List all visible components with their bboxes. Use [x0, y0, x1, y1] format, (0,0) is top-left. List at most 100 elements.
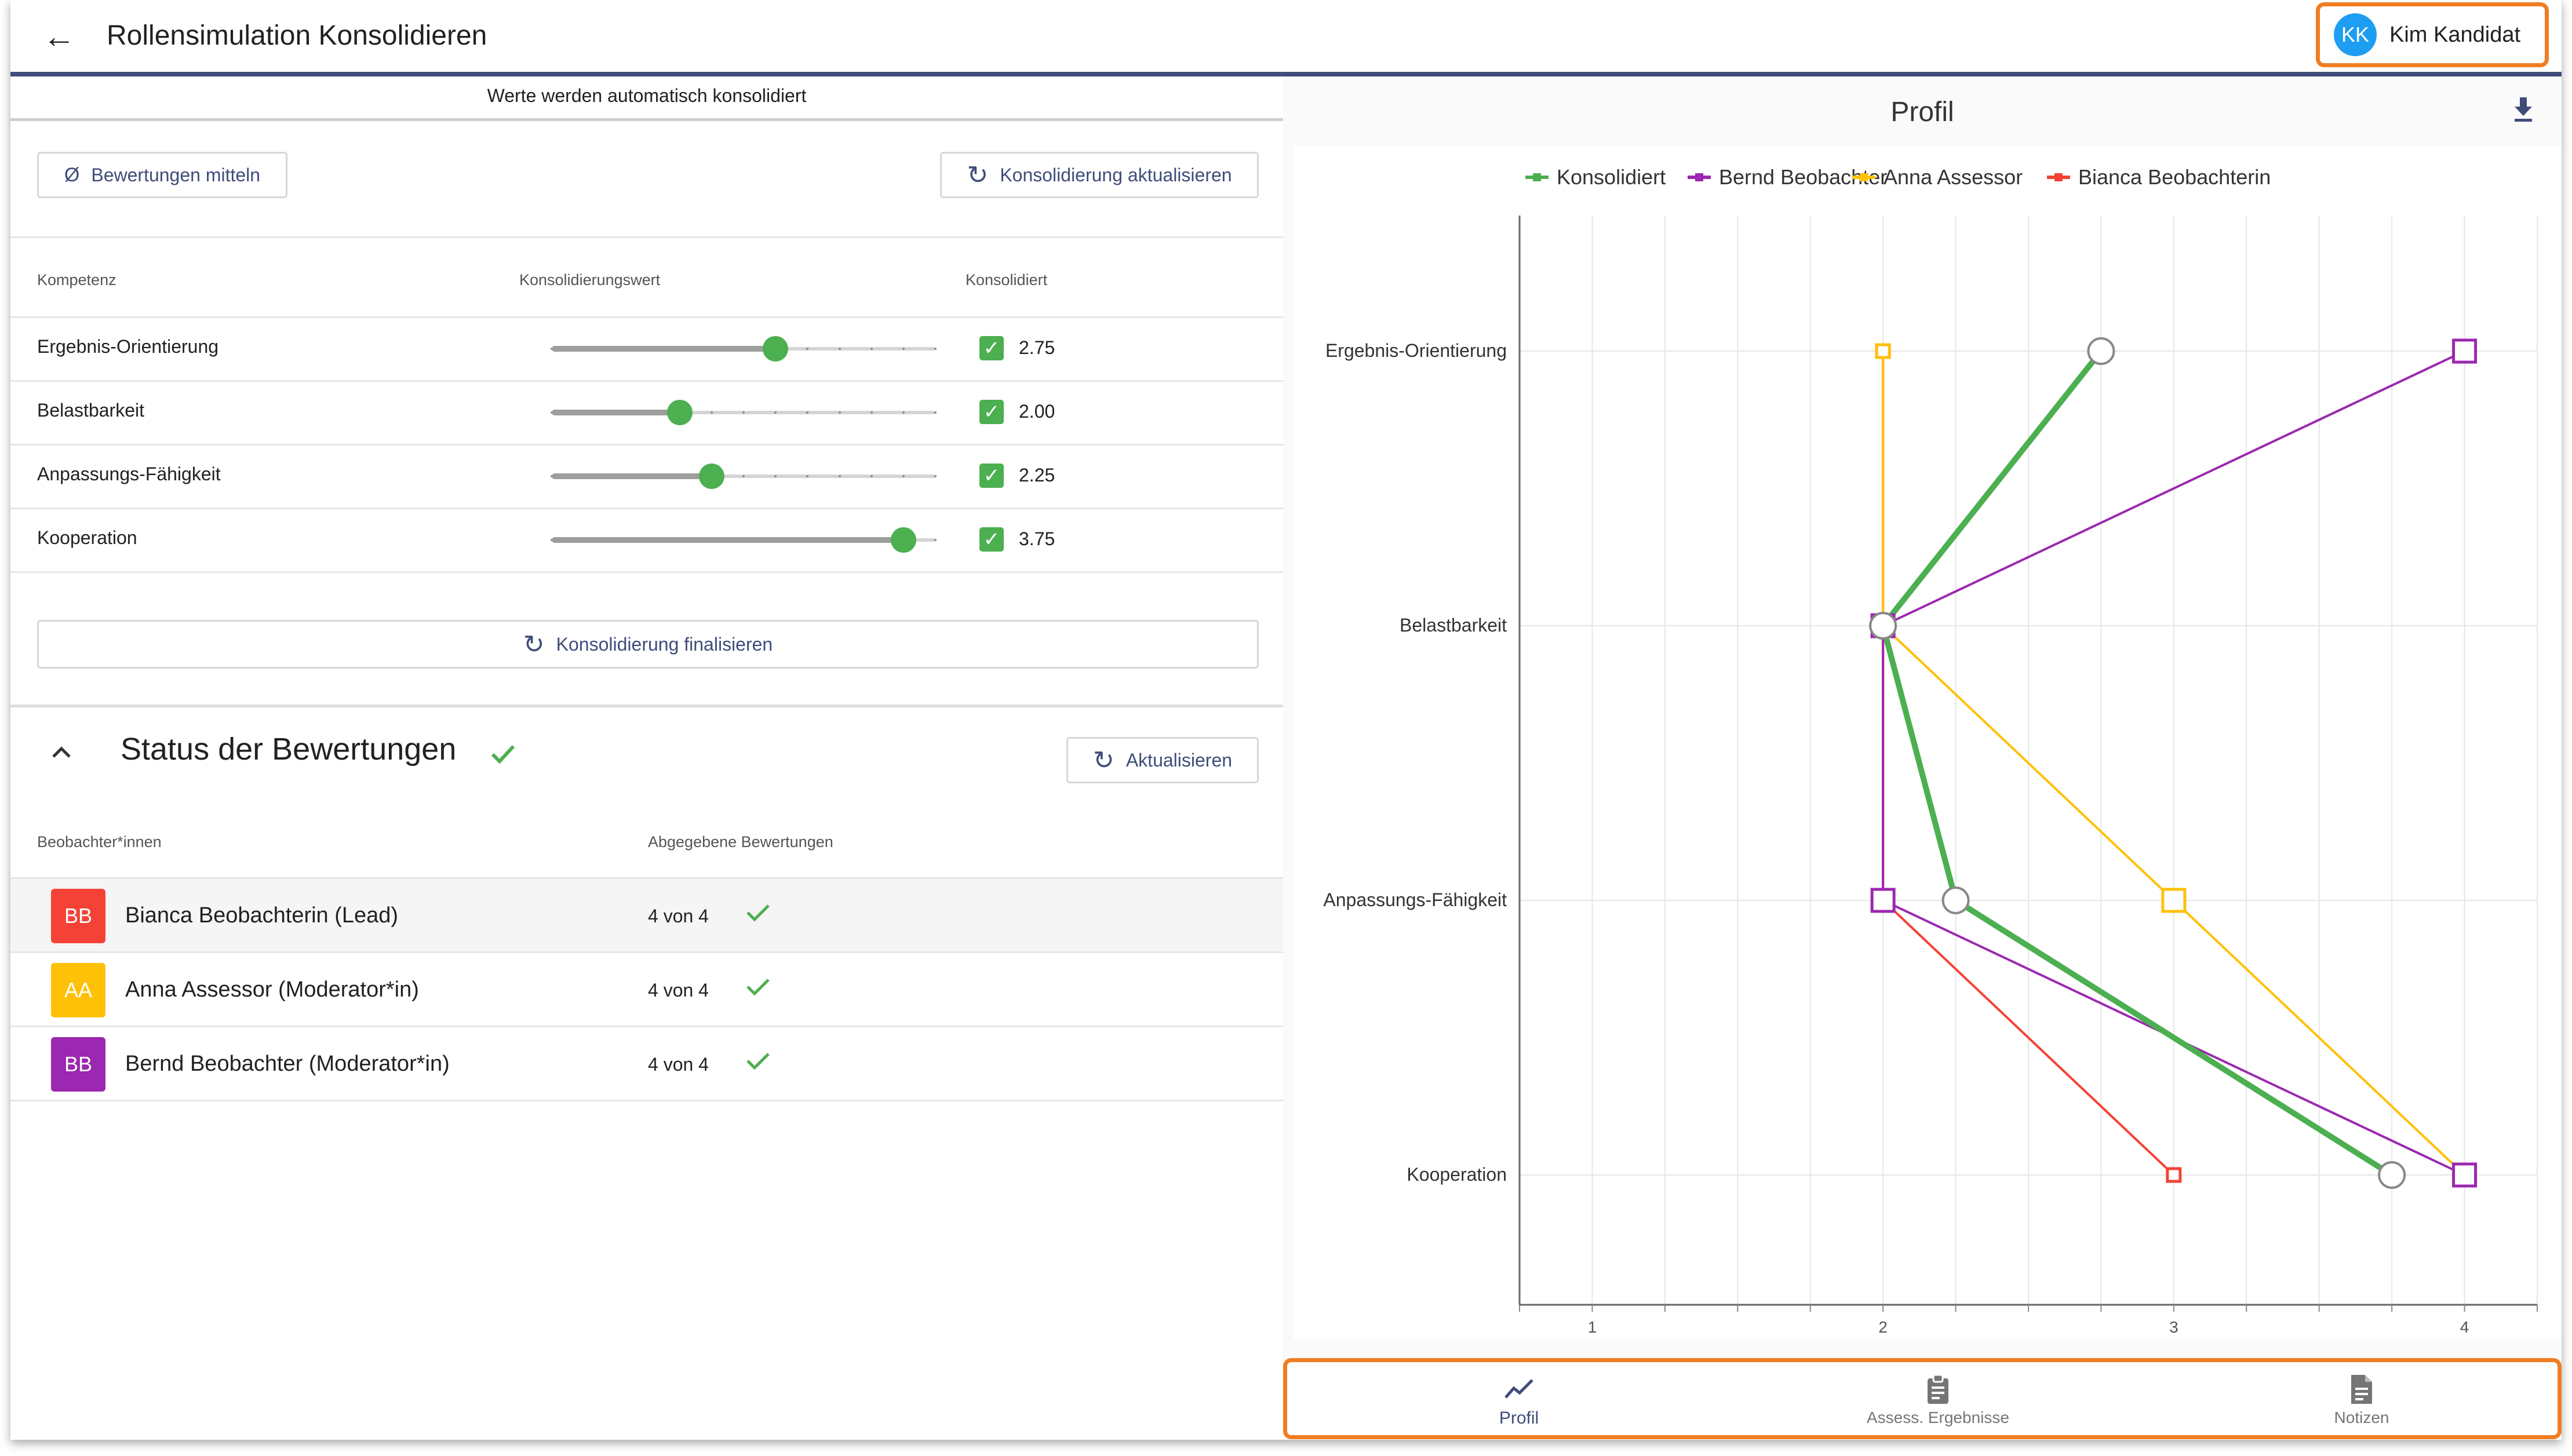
slider-thumb[interactable] [698, 464, 724, 489]
observer-avatar: BB [51, 1037, 105, 1092]
consolidation-slider[interactable] [551, 400, 937, 425]
slider-thumb[interactable] [666, 400, 693, 425]
update-consolidation-label: Konsolidierung aktualisieren [1000, 164, 1232, 185]
x-tick-label: 4 [2460, 1318, 2469, 1336]
slider-tick [838, 475, 841, 477]
x-tick-label: 2 [1878, 1318, 1888, 1336]
y-category-label: Kooperation [1407, 1164, 1507, 1185]
slider-tick [870, 475, 873, 477]
divider [10, 316, 1283, 318]
slider-tick [742, 475, 745, 477]
divider [10, 236, 1283, 238]
legend-label: Bianca Beobachterin [2078, 165, 2271, 189]
profile-chart: 1 2 3 4 Ergebnis-Orientierung Belastbarkeit An… [1323, 165, 2538, 1336]
consolidation-slider[interactable] [551, 464, 937, 489]
observer-avatar: BB [51, 889, 105, 943]
divider [10, 444, 1283, 446]
chevron-up-icon[interactable] [44, 739, 79, 765]
data-point [1869, 612, 1897, 640]
document-icon [2349, 1373, 2374, 1406]
competence-label: Anpassungs-Fähigkeit [37, 464, 221, 484]
user-name: Kim Kandidat [2389, 22, 2521, 47]
legend-marker [1695, 173, 1703, 181]
series-line [1882, 351, 2465, 1176]
update-consolidation-button[interactable]: ↻ Konsolidierung aktualisieren [940, 152, 1259, 198]
column-header-competence: Kompetenz [37, 271, 116, 289]
clipboard-icon [1925, 1373, 1951, 1406]
competence-label: Kooperation [37, 527, 137, 548]
slider-fill [552, 537, 904, 543]
slider-fill [552, 410, 680, 415]
legend-marker [1533, 173, 1541, 181]
slider-thumb[interactable] [890, 527, 916, 553]
competence-label: Ergebnis-Orientierung [37, 336, 219, 357]
observer-count: 4 von 4 [648, 906, 709, 926]
x-tick-label: 3 [2169, 1318, 2178, 1336]
consolidated-checkbox[interactable]: ✓ [979, 527, 1004, 552]
observer-count: 4 von 4 [648, 1054, 709, 1075]
refresh-icon: ↻ [523, 630, 545, 659]
slider-tick [934, 348, 937, 350]
refresh-icon: ↻ [967, 160, 989, 189]
refresh-status-label: Aktualisieren [1125, 749, 1233, 771]
y-category-label: Anpassungs-Fähigkeit [1323, 889, 1507, 910]
consolidated-value: 2.00 [1019, 401, 1055, 422]
observer-avatar: AA [51, 963, 105, 1017]
average-ratings-button[interactable]: Ø Bewertungen mitteln [37, 152, 287, 198]
data-point [2166, 1167, 2182, 1183]
observer-row[interactable]: BB Bianca Beobachterin (Lead) 4 von 4 [10, 879, 1283, 953]
consolidation-slider[interactable] [551, 336, 937, 362]
slider-tick [774, 411, 777, 414]
slider-tick [870, 411, 873, 414]
divider [10, 705, 1283, 707]
status-title: Status der Bewertungen [121, 732, 457, 767]
slider-tick [806, 348, 809, 350]
auto-consolidation-note: Werte werden automatisch konsolidiert [10, 76, 1283, 121]
consolidated-value: 3.75 [1019, 528, 1055, 549]
check-icon [487, 737, 519, 769]
slider-tick [902, 348, 905, 350]
consolidated-checkbox[interactable]: ✓ [979, 336, 1004, 360]
legend-label: Konsolidiert [1557, 165, 1666, 189]
nav-tab-notizen[interactable]: Notizen [2252, 1373, 2472, 1436]
series-line [1879, 349, 2394, 1178]
observer-name: Bianca Beobachterin (Lead) [125, 903, 399, 928]
slider-tick [774, 475, 777, 477]
y-category-label: Ergebnis-Orientierung [1325, 340, 1507, 361]
slider-tick [806, 411, 809, 414]
slider-tick [934, 475, 937, 477]
consolidated-value: 2.75 [1019, 337, 1055, 358]
user-menu-button[interactable]: KK Kim Kandidat [2316, 2, 2549, 67]
slider-fill [552, 346, 776, 352]
check-icon [745, 901, 771, 930]
nav-tab-assess-ergebnisse[interactable]: Assess. Ergebnisse [1828, 1373, 2048, 1436]
consolidation-slider[interactable] [551, 527, 937, 553]
slider-tick [902, 475, 905, 477]
observer-row[interactable]: AA Anna Assessor (Moderator*in) 4 von 4 [10, 953, 1283, 1027]
legend-marker [2054, 173, 2063, 181]
slider-thumb[interactable] [763, 336, 789, 362]
slider-tick [838, 411, 841, 414]
download-icon[interactable] [2512, 95, 2535, 124]
check-icon [745, 975, 771, 1004]
arrow-left-icon[interactable]: ← [43, 17, 75, 54]
data-point [2161, 888, 2187, 913]
slider-tick [838, 348, 841, 350]
observer-count: 4 von 4 [648, 980, 709, 1001]
observer-row[interactable]: BB Bernd Beobachter (Moderator*in) 4 von 4 [10, 1027, 1283, 1101]
refresh-status-button[interactable]: ↻ Aktualisieren [1066, 737, 1259, 783]
average-icon: Ø [64, 163, 80, 186]
consolidated-checkbox[interactable]: ✓ [979, 464, 1004, 488]
nav-tab-profil[interactable]: Profil [1409, 1373, 1629, 1436]
observer-name: Bernd Beobachter (Moderator*in) [125, 1052, 450, 1076]
data-point [1875, 343, 1891, 359]
consolidated-value: 2.25 [1019, 465, 1055, 486]
finalize-consolidation-label: Konsolidierung finalisieren [556, 633, 773, 655]
finalize-consolidation-button[interactable]: ↻ Konsolidierung finalisieren [37, 620, 1259, 669]
slider-tick [934, 539, 937, 541]
divider [10, 877, 1283, 879]
data-point [2378, 1161, 2406, 1189]
legend-label: Anna Assessor [1884, 165, 2023, 189]
consolidated-checkbox[interactable]: ✓ [979, 400, 1004, 424]
legend-marker [1860, 173, 1868, 181]
